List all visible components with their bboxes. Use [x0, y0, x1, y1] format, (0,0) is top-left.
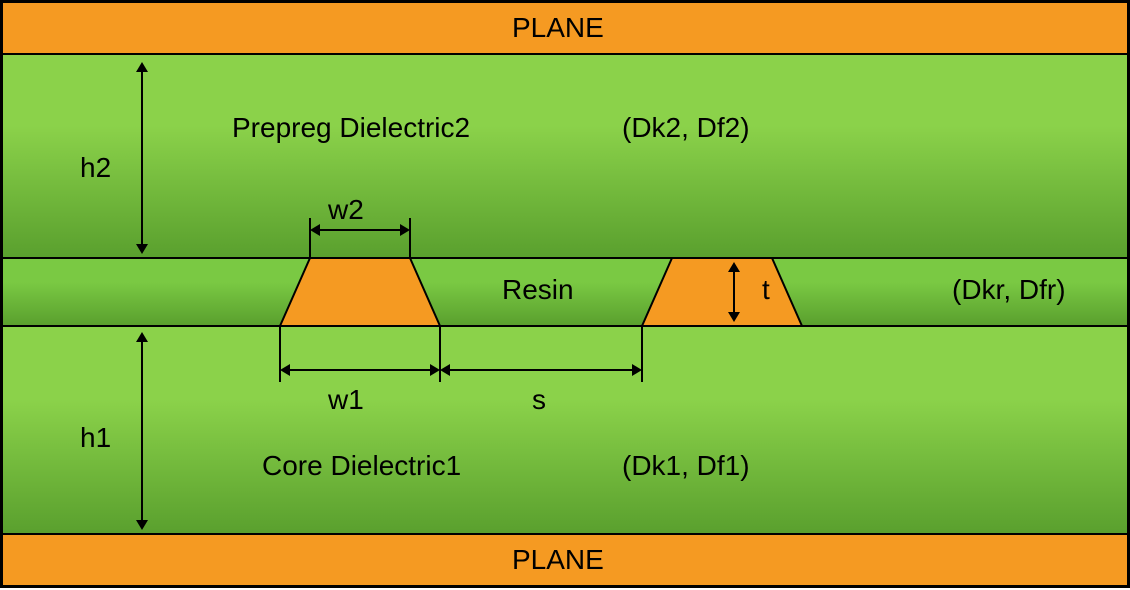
label-core: Core Dielectric1 — [262, 450, 461, 482]
label-w1: w1 — [328, 384, 364, 416]
stackup-diagram: PLANE PLANE Prepreg Dielectric2 (Dk2, Df2) R… — [0, 0, 1130, 588]
label-prepreg-dk: (Dk2, Df2) — [622, 112, 750, 144]
label-t: t — [762, 274, 770, 306]
label-h1: h1 — [80, 422, 111, 454]
label-prepreg: Prepreg Dielectric2 — [232, 112, 470, 144]
label-s: s — [532, 384, 546, 416]
label-h2: h2 — [80, 152, 111, 184]
label-w2: w2 — [328, 194, 364, 226]
label-plane-top: PLANE — [512, 12, 604, 44]
label-core-dk: (Dk1, Df1) — [622, 450, 750, 482]
label-resin: Resin — [502, 274, 574, 306]
label-resin-dk: (Dkr, Dfr) — [952, 274, 1066, 306]
label-plane-bottom: PLANE — [512, 544, 604, 576]
